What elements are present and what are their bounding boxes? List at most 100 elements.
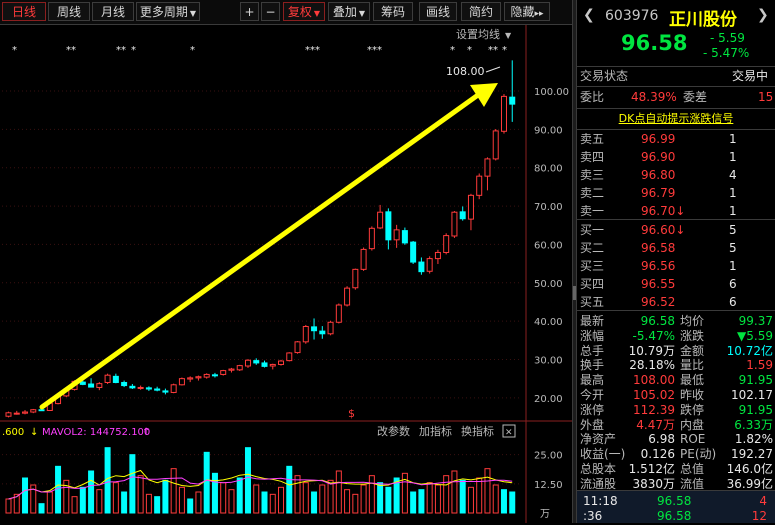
volume-bar [377,482,384,514]
candle-body [426,258,433,272]
candle-body [253,360,260,364]
volume-bar [178,486,185,514]
volume-bar [162,479,169,514]
event-marker[interactable]: *** [305,45,320,56]
adjust-dropdown[interactable]: 复权 ▼ [283,2,325,21]
event-marker[interactable]: * [12,45,17,56]
candle-body [434,251,441,260]
candle-body [88,383,95,388]
candle [335,303,342,324]
stat-row: 最新 96.58 均价 99.37 [577,313,775,330]
bid-volume: 1 [729,259,737,273]
candle [459,206,466,221]
bid-row[interactable]: 买五 96.52 6 [577,294,775,311]
volume-bar [360,484,367,514]
stat-label: 净资产 [580,432,617,447]
switch-indicator-button[interactable]: 换指标 [461,424,494,438]
ask-price: 96.70↓ [641,204,686,218]
price-tick-label: 90.00 [534,125,563,136]
volume-bar [401,472,408,514]
bid-price: 96.60↓ [641,223,686,237]
candle-body [443,235,450,253]
add-indicator-button[interactable]: 加指标 [419,424,452,438]
candle-body [13,412,20,415]
stat-value: -5.47% [632,328,675,343]
next-stock-icon[interactable]: ❯ [757,7,769,23]
volume-ma-line [8,476,513,500]
candle [121,380,128,388]
change-param-button[interactable]: 改参数 [377,424,410,438]
ask-row[interactable]: 卖五 96.99 1 [577,131,775,148]
volume-bar [344,489,351,514]
event-marker[interactable]: ** [116,45,126,56]
ask-row[interactable]: 卖一 96.70↓ 1 [577,203,775,220]
stat-row: 净资产 6.98 ROE 1.82% [577,431,775,448]
zoom-in-button[interactable]: + [240,2,259,21]
candle [88,378,95,388]
weicha-label: 委差 [683,90,708,104]
stat-value: 4.47万 [636,417,675,432]
volume-bar [55,465,62,514]
candle [467,193,474,231]
event-marker[interactable]: ** [488,45,498,56]
period-day-tab[interactable]: 日线 [2,2,46,21]
event-marker[interactable]: *** [367,45,382,56]
candle-body [38,409,45,412]
event-marker[interactable]: * [450,45,455,56]
ask-level-label: 卖四 [580,150,605,164]
zoom-out-button[interactable]: − [261,2,280,21]
ask-row[interactable]: 卖四 96.90 1 [577,149,775,166]
bid-row[interactable]: 买三 96.56 1 [577,258,775,275]
stat-value: 1.82% [734,432,773,447]
candle-body [261,362,268,367]
event-marker[interactable]: * [131,45,136,56]
price-tick-label: 50.00 [534,279,563,290]
stat-row: 外盘 4.47万 内盘 6.33万 [577,417,775,434]
hide-label: 隐藏 [510,5,535,19]
volume-bar [467,486,474,514]
volume-bar [327,479,334,514]
stat-value: 99.37 [738,314,773,328]
splitter-grip-icon [573,286,576,300]
close-indicator-button[interactable] [502,424,516,438]
ask-row[interactable]: 卖三 96.80 4 [577,167,775,184]
ask-row[interactable]: 卖二 96.79 1 [577,185,775,202]
period-month-tab[interactable]: 月线 [92,2,134,21]
hide-button[interactable]: 隐藏▸▸ [504,2,550,21]
period-week-tab[interactable]: 周线 [48,2,90,21]
more-periods-dropdown[interactable]: 更多周期 ▼ [136,2,200,21]
volume-bar [187,498,194,514]
ask-level-label: 卖一 [580,204,605,218]
candle [162,388,169,395]
tick-price: 96.58 [657,494,692,508]
bid-row[interactable]: 买四 96.55 6 [577,276,775,293]
bid-row[interactable]: 买二 96.58 5 [577,240,775,257]
draw-line-button[interactable]: 画线 [419,2,457,21]
candle [327,320,334,336]
stat-value: 10.72亿 [726,343,773,358]
event-marker[interactable]: * [190,45,195,56]
prev-stock-icon[interactable]: ❮ [583,7,595,23]
volume-bar [451,470,458,514]
ma-setting-link[interactable]: 设置均线 [456,27,500,41]
event-marker[interactable]: ** [66,45,76,56]
tick-time: :36 [583,509,603,523]
dk-signal-row[interactable]: DK点自动提示涨跌信号 [577,110,775,127]
volume-bar [22,477,29,514]
ask-price: 96.99 [641,132,676,146]
candle [385,208,392,250]
price-change-pct: - 5.47% [703,46,750,60]
kline-chart[interactable]: * ** ** * * *** *** * * ** * 设置均线 ▼ 100.0090.0080.… [0,25,572,523]
candle [30,408,37,414]
event-marker[interactable]: * [467,45,472,56]
chips-button[interactable]: 筹码 [373,2,413,21]
panel-splitter[interactable] [572,0,577,523]
candle-body [352,268,359,289]
down-arrow-icon: ↓ [30,427,38,438]
dk-signal-link[interactable]: DK点自动提示涨跌信号 [618,112,734,125]
bid-row[interactable]: 买一 96.60↓ 5 [577,222,775,239]
candle-body [22,411,29,414]
simple-mode-button[interactable]: 简约 [461,2,501,21]
overlay-dropdown[interactable]: 叠加 ▼ [328,2,370,21]
event-marker[interactable]: * [502,45,507,56]
